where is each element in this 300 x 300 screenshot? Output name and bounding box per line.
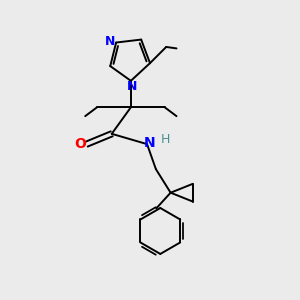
Text: O: O xyxy=(74,137,86,151)
Text: H: H xyxy=(160,133,170,146)
Text: N: N xyxy=(127,80,137,93)
Text: N: N xyxy=(144,136,156,150)
Text: N: N xyxy=(104,34,115,48)
